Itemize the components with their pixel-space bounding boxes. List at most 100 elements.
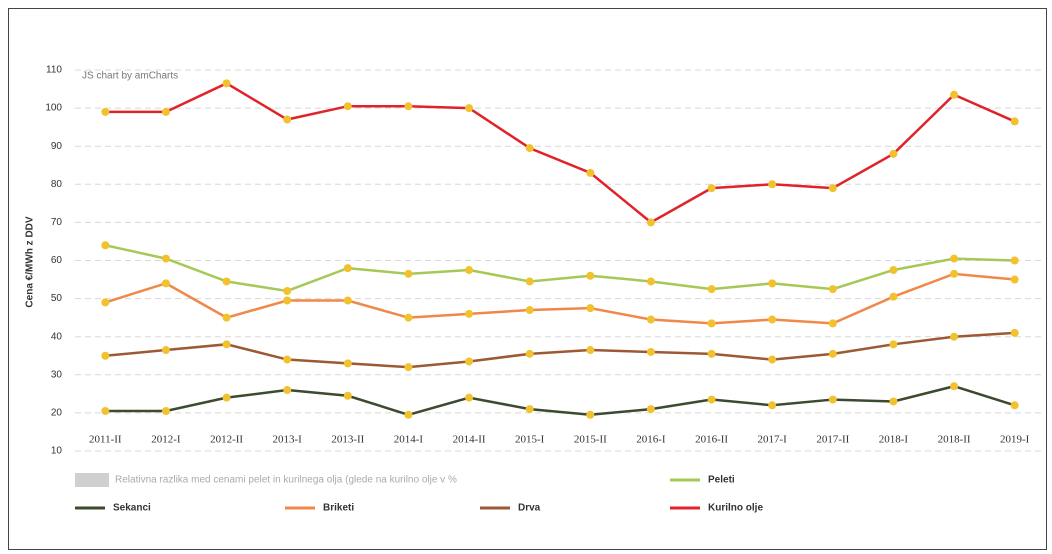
point [222,340,231,349]
point [525,405,534,414]
point [101,107,110,116]
point [222,313,231,322]
legend-label: Peleti [708,475,735,486]
point [768,315,777,324]
y-tick-label: 100 [45,103,62,114]
point [586,346,595,355]
point [950,254,959,263]
x-tick-label: 2015-I [515,434,545,446]
point [525,277,534,286]
y-tick-label: 20 [51,408,63,419]
point [1010,328,1019,337]
point [889,340,898,349]
point [1010,275,1019,284]
series-line [105,81,1016,224]
x-tick-label: 2014-II [453,434,486,446]
point [101,406,110,415]
point [161,279,170,288]
y-tick-label: 70 [51,217,63,228]
x-tick-label: 2019-I [1000,434,1030,446]
point [768,279,777,288]
x-tick-label: 2017-II [816,434,849,446]
point [343,102,352,111]
point [161,107,170,116]
x-tick-label: 2011-II [89,434,122,446]
point [950,269,959,278]
x-tick-label: 2012-I [151,434,181,446]
point [586,168,595,177]
x-tick-label: 2016-I [636,434,666,446]
point [889,292,898,301]
point [283,386,292,395]
x-tick-label: 2013-I [273,434,303,446]
point [161,254,170,263]
y-tick-label: 60 [51,255,63,266]
y-tick-label: 80 [51,179,63,190]
point [465,309,474,318]
point [525,144,534,153]
series-line [105,244,1015,293]
y-tick-label: 10 [51,446,63,457]
point [586,304,595,313]
point [404,102,413,111]
y-tick-label: 90 [51,141,63,152]
point [646,347,655,356]
series-line [105,384,1016,417]
legend-label: Sekanci [113,503,151,514]
point [465,357,474,366]
point [646,218,655,227]
point [889,149,898,158]
point [707,319,716,328]
point [525,349,534,358]
point [768,180,777,189]
x-tick-label: 2018-I [879,434,909,446]
x-tick-label: 2015-II [574,434,607,446]
point [950,332,959,341]
y-tick-label: 110 [46,65,62,76]
point [343,264,352,273]
legend-label: Relativna razlika med cenami pelet in ku… [115,475,457,486]
point [950,382,959,391]
point [283,286,292,295]
point [465,104,474,113]
y-tick-label: 40 [51,331,63,342]
point [950,90,959,99]
point [1010,117,1019,126]
point [283,296,292,305]
x-tick-label: 2018-II [938,434,971,446]
point [161,406,170,415]
watermark: JS chart by amCharts [82,71,178,82]
point [101,298,110,307]
point [161,346,170,355]
point [1010,401,1019,410]
point [343,391,352,400]
point [465,393,474,402]
point [828,319,837,328]
x-tick-label: 2013-II [331,434,364,446]
series-line [104,272,1015,325]
point [283,115,292,124]
x-tick-label: 2016-II [695,434,728,446]
y-tick-label: 50 [51,293,63,304]
point [222,277,231,286]
legend-label: Briketi [323,503,354,514]
point [465,266,474,275]
point [707,349,716,358]
point [707,285,716,294]
point [646,315,655,324]
point [707,184,716,193]
point [283,355,292,364]
point [828,349,837,358]
point [343,296,352,305]
x-tick-label: 2012-II [210,434,243,446]
series-line [105,331,1015,369]
point [404,363,413,372]
point [646,405,655,414]
point [525,306,534,315]
point [222,79,231,88]
point [586,410,595,419]
point [707,395,716,404]
legend-swatch [75,473,109,487]
